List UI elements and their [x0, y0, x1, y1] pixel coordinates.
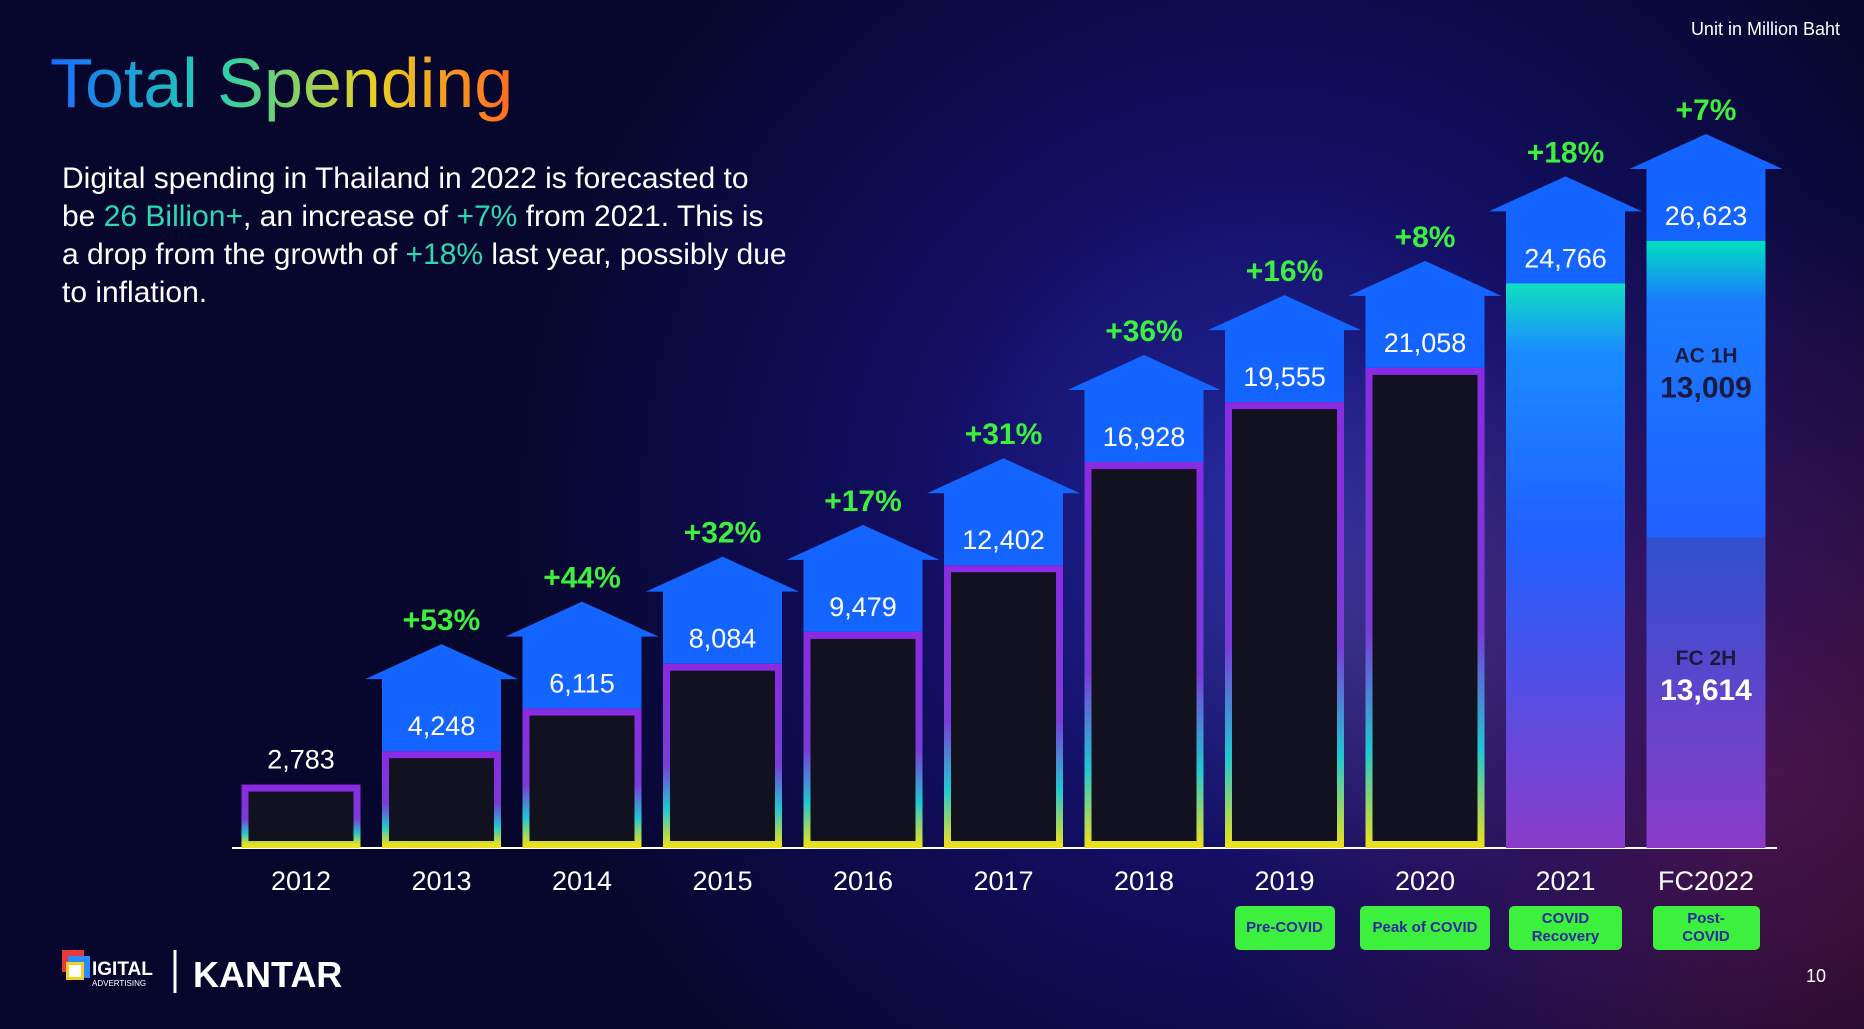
page-number: 10 [1806, 966, 1826, 986]
intro-highlight: 26 Billion+ [103, 200, 243, 233]
unit-note: Unit in Million Baht [1691, 19, 1840, 39]
value-label: 8,084 [689, 624, 757, 654]
growth-arrow [786, 524, 940, 632]
value-label: 26,623 [1665, 201, 1748, 231]
bar [382, 751, 501, 849]
growth-label: +36% [1105, 315, 1183, 348]
intro-text: from 2021. This is [517, 200, 764, 233]
intro-text: Digital spending in Thailand in 2022 is … [62, 160, 787, 312]
phase-badge: Peak of COVID [1360, 906, 1490, 950]
bar [241, 784, 361, 849]
logo-square [69, 965, 81, 977]
x-tick-label: 2021 [1535, 866, 1595, 896]
intro-text: to inflation. [62, 276, 208, 309]
x-tick-label: 2016 [833, 866, 893, 896]
x-tick-label: FC2022 [1658, 866, 1754, 896]
x-tick-label: 2015 [692, 866, 752, 896]
growth-arrow [927, 458, 1080, 566]
x-tick-label: 2018 [1114, 866, 1174, 896]
phase-badge: Pre-COVID [1234, 906, 1335, 950]
x-tick-label: 2017 [973, 866, 1033, 896]
growth-arrow [505, 601, 659, 709]
growth-label: +16% [1246, 255, 1324, 288]
intro-text: a drop from the growth of [62, 238, 406, 271]
value-label: 21,058 [1384, 328, 1467, 358]
value-label: 9,479 [829, 592, 897, 622]
growth-label: +17% [824, 485, 902, 518]
intro-line: to inflation. [62, 274, 787, 312]
growth-label: +31% [965, 418, 1043, 451]
segment-name: FC 2H [1676, 647, 1737, 670]
phase-badge: COVID Recovery [1509, 906, 1622, 950]
intro-text: last year, possibly due [483, 238, 787, 271]
growth-arrow [365, 644, 518, 752]
growth-label: +44% [543, 562, 621, 595]
intro-line: Digital spending in Thailand in 2022 is … [62, 160, 787, 198]
value-label: 16,928 [1103, 422, 1186, 452]
bar-segment [1646, 240, 1766, 538]
value-label: 12,402 [962, 525, 1045, 555]
value-label: 6,115 [549, 669, 615, 699]
segment-value: 13,614 [1660, 674, 1752, 707]
value-label: 4,248 [408, 711, 476, 741]
intro-line: a drop from the growth of +18% last year… [62, 236, 787, 274]
value-label: 24,766 [1524, 243, 1607, 273]
x-tick-label: 2012 [271, 866, 331, 896]
x-tick-label: 2020 [1395, 866, 1455, 896]
bar [1506, 283, 1625, 848]
phase-badge: Post-COVID [1652, 906, 1760, 950]
growth-arrow [646, 556, 799, 664]
title: Total Spending [50, 44, 513, 122]
bar [1084, 462, 1204, 848]
growth-label: +18% [1527, 136, 1605, 169]
intro-text: be [62, 200, 104, 233]
intro-text: , an increase of [242, 200, 457, 233]
bar [1225, 402, 1344, 848]
segment-value: 13,009 [1660, 372, 1752, 405]
growth-label: +8% [1395, 221, 1456, 254]
logo-subtext: ADVERTISING [92, 979, 146, 988]
growth-arrow [1208, 295, 1361, 403]
value-label: 19,555 [1243, 362, 1326, 392]
growth-arrow [1629, 133, 1783, 241]
logo-text: IGITAL [92, 959, 153, 980]
intro-highlight: +18% [405, 238, 484, 271]
x-tick-label: 2019 [1254, 866, 1314, 896]
growth-arrow [1348, 260, 1502, 368]
x-tick-label: 2013 [411, 866, 471, 896]
x-tick-label: 2014 [552, 866, 612, 896]
bar [1365, 367, 1485, 848]
growth-label: +7% [1676, 94, 1737, 127]
bar-segment [1646, 537, 1766, 848]
segment-name: AC 1H [1674, 345, 1737, 368]
growth-label: +32% [684, 517, 762, 550]
bar [944, 565, 1063, 848]
intro-line: be 26 Billion+, an increase of +7% from … [62, 198, 787, 236]
bar [522, 708, 642, 848]
kantar-logo: KANTAR [193, 954, 342, 995]
intro-text: Digital spending in Thailand in 2022 is … [62, 162, 749, 195]
bar [803, 631, 923, 848]
intro-highlight: +7% [456, 200, 518, 233]
growth-label: +53% [403, 604, 481, 637]
bar [663, 663, 782, 849]
growth-arrow [1067, 355, 1221, 463]
value-label: 2,783 [267, 745, 335, 775]
growth-arrow [1489, 176, 1642, 284]
